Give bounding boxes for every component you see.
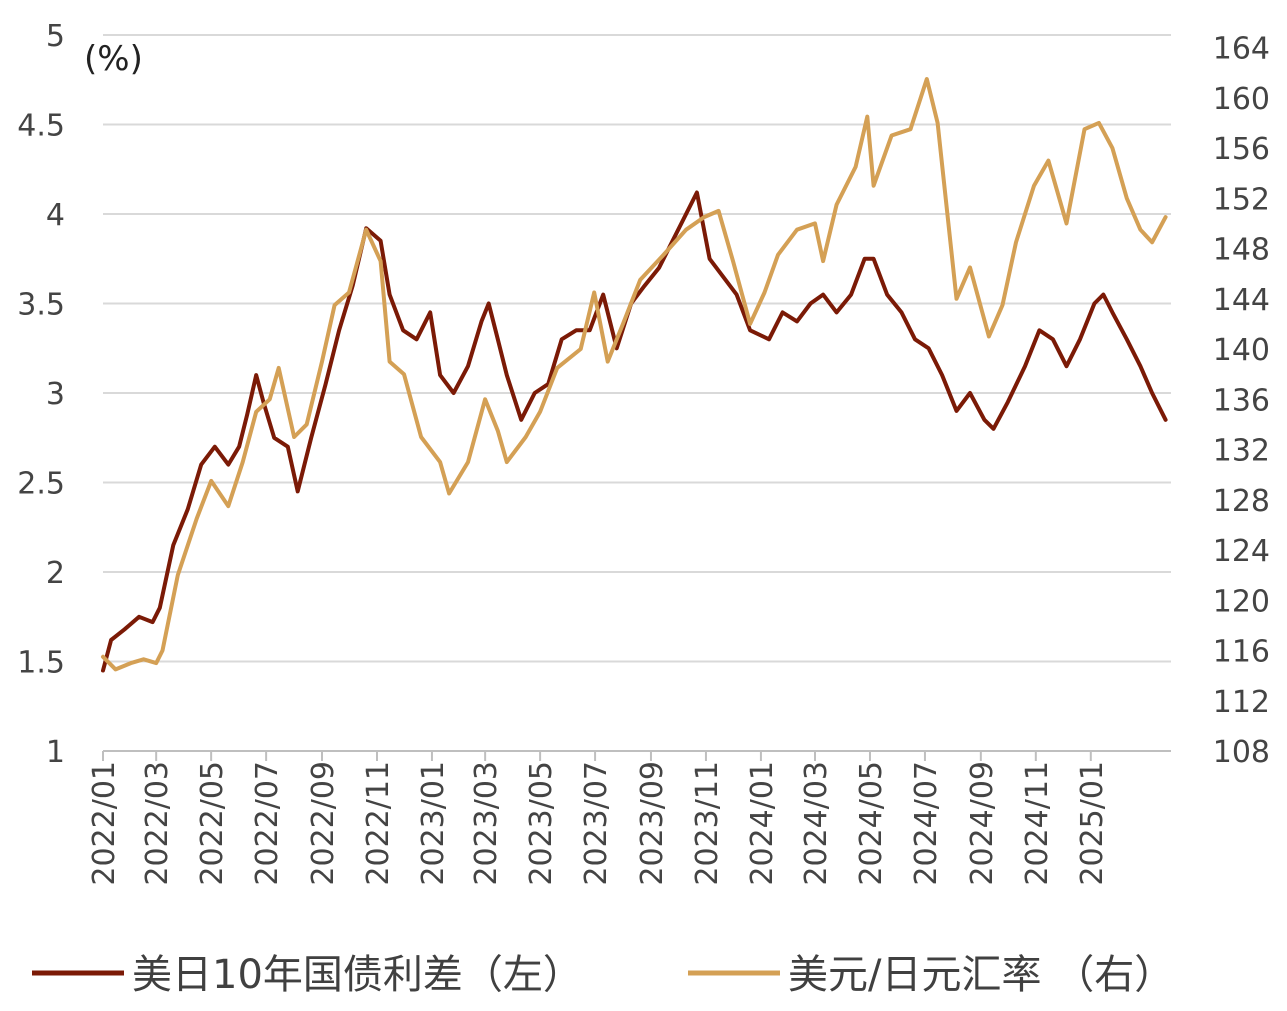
right-axis-ticks: 108 112 116 120 124 128 132 136 140 144 148 152 156 1…	[1213, 32, 1270, 770]
right-tick-label: 108	[1213, 735, 1270, 770]
right-tick-label: 136	[1213, 383, 1270, 418]
left-tick-label: 4	[46, 198, 65, 233]
x-tick-label: 2023/11	[690, 761, 725, 886]
x-tick-label: 2023/09	[635, 761, 670, 886]
right-tick-label: 144	[1213, 283, 1270, 318]
left-tick-label: 3.5	[17, 288, 65, 323]
x-tick-label: 2022/07	[250, 761, 285, 886]
x-tick-label: 2022/11	[361, 761, 396, 886]
unit-label: (%)	[84, 39, 143, 79]
x-tick-label: 2022/09	[306, 761, 341, 886]
legend-label-spread: 美日10年国债利差（左）	[132, 952, 583, 998]
left-tick-label: 2.5	[17, 467, 65, 502]
right-tick-label: 132	[1213, 434, 1270, 469]
right-tick-label: 164	[1213, 32, 1270, 67]
legend: 美日10年国债利差（左） 美元/日元汇率 （右）	[32, 952, 1174, 998]
x-tick-label: 2023/05	[524, 761, 559, 886]
right-tick-label: 140	[1213, 333, 1270, 368]
right-tick-label: 116	[1213, 635, 1270, 670]
left-tick-label: 5	[46, 19, 65, 54]
left-axis-ticks: 1 1.5 2 2.5 3 3.5 4 4.5 5	[17, 19, 65, 770]
x-axis: 2022/01 2022/03 2022/05 2022/07 2022/09 2022/…	[87, 750, 1171, 886]
x-tick-label: 2024/07	[909, 761, 944, 886]
right-tick-label: 148	[1213, 233, 1270, 268]
right-tick-label: 156	[1213, 132, 1270, 167]
right-tick-label: 152	[1213, 182, 1270, 217]
right-tick-label: 120	[1213, 584, 1270, 619]
x-tick-label: 2025/01	[1075, 761, 1110, 886]
right-tick-label: 128	[1213, 484, 1270, 519]
left-tick-label: 1.5	[17, 646, 65, 681]
left-tick-label: 3	[46, 377, 65, 412]
x-tick-label: 2024/03	[799, 761, 834, 886]
right-tick-label: 160	[1213, 82, 1270, 117]
x-tick-label: 2023/03	[469, 761, 504, 886]
left-tick-label: 2	[46, 556, 65, 591]
series-lines	[101, 77, 1168, 673]
x-tick-label: 2022/03	[140, 761, 175, 886]
x-tick-label: 2023/07	[579, 761, 614, 886]
x-tick-label: 2024/01	[745, 761, 780, 886]
right-tick-label: 124	[1213, 534, 1270, 569]
x-tick-label: 2022/05	[195, 761, 230, 886]
left-tick-label: 4.5	[17, 109, 65, 144]
x-tick-label: 2022/01	[87, 761, 122, 886]
gridlines	[103, 34, 1171, 663]
left-tick-label: 1	[46, 735, 65, 770]
x-tick-label: 2024/05	[854, 761, 889, 886]
x-tick-label: 2024/11	[1020, 761, 1055, 886]
series-line-spread	[101, 190, 1168, 673]
x-tick-label: 2024/09	[965, 761, 1000, 886]
right-tick-label: 112	[1213, 685, 1270, 720]
x-tick-label: 2023/01	[416, 761, 451, 886]
legend-label-usdjpy: 美元/日元汇率 （右）	[788, 952, 1174, 998]
series-line-usdjpy	[101, 77, 1168, 672]
